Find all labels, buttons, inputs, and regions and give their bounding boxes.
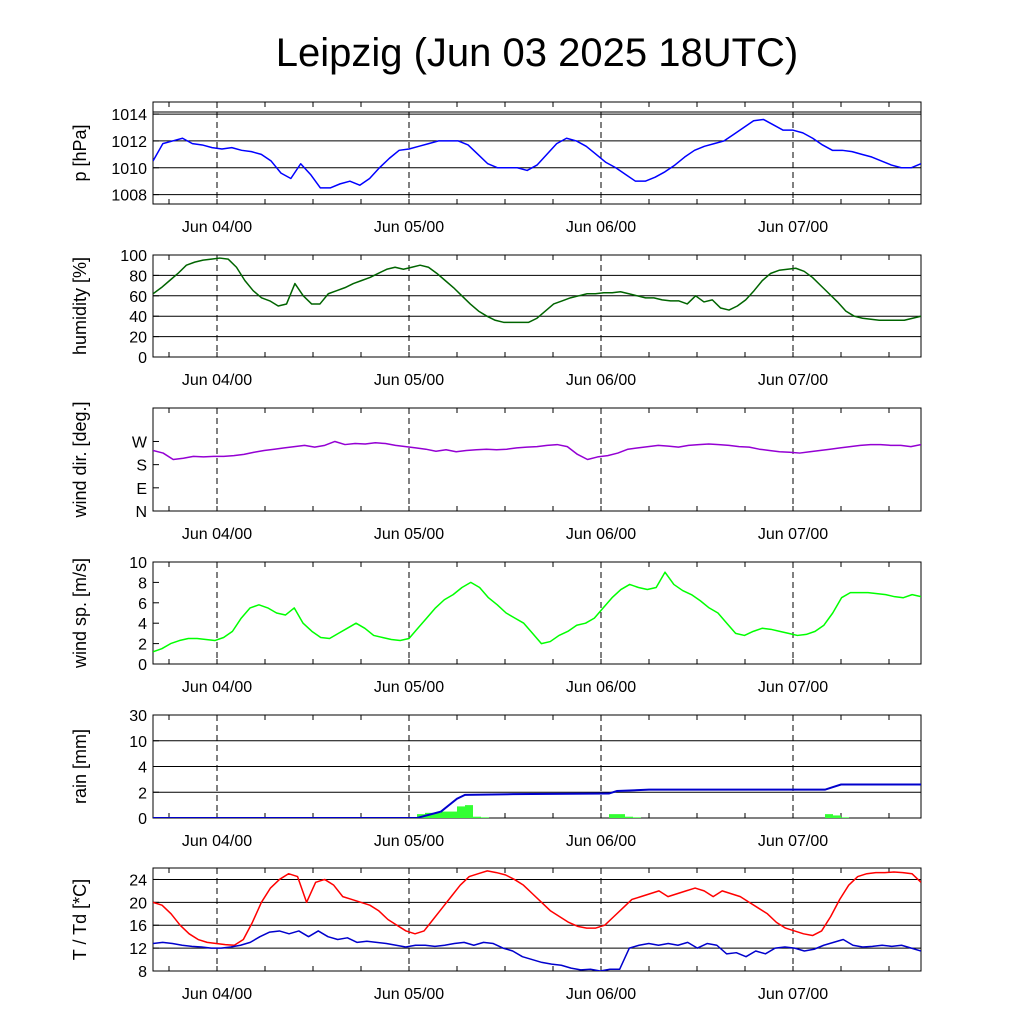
x-tick-label: Jun 07/00 xyxy=(758,372,828,389)
y-tick-label: 1014 xyxy=(111,107,147,124)
y-tick-label: 40 xyxy=(129,309,147,326)
plot-frame xyxy=(152,407,922,512)
y-tick-label: E xyxy=(136,481,147,498)
x-tick-label: Jun 06/00 xyxy=(566,219,636,236)
rain-bar xyxy=(833,815,841,818)
x-tick-label: Jun 04/00 xyxy=(182,679,252,696)
y-tick-label: 0 xyxy=(138,811,147,828)
plot-frame xyxy=(152,867,922,972)
y-tick-label: 8 xyxy=(138,964,147,981)
y-tick-label: 80 xyxy=(129,268,147,285)
x-tick-label: Jun 04/00 xyxy=(182,833,252,850)
rain-bar xyxy=(481,817,489,818)
panel-wind-speed: 0 2 4 6 8 10 Jun 04/00 Jun 05/00 Jun 06/00 Jun 07… xyxy=(70,555,922,696)
rain-bar xyxy=(617,814,625,818)
humidity-series-line xyxy=(153,257,921,324)
temperature-series-line xyxy=(153,870,921,946)
x-tick-label: Jun 04/00 xyxy=(182,526,252,543)
y-tick-label: 30 xyxy=(129,708,147,725)
x-tick-label: Jun 05/00 xyxy=(374,986,444,1003)
y-tick-label: 1008 xyxy=(111,188,147,205)
y-tick-label: 6 xyxy=(138,596,147,613)
x-tick-label: Jun 05/00 xyxy=(374,679,444,696)
y-tick-label: W xyxy=(132,434,148,451)
x-tick-label: Jun 05/00 xyxy=(374,219,444,236)
y-axis-label: p [hPa] xyxy=(70,124,90,181)
x-tick-label: Jun 05/00 xyxy=(374,526,444,543)
x-tick-label: Jun 05/00 xyxy=(374,372,444,389)
panel-temperature: 8 12 16 20 24 Jun 04/00 Jun 05/00 Jun 06/00 Jun … xyxy=(70,867,922,1003)
y-tick-label: 10 xyxy=(129,555,147,572)
y-tick-label: 2 xyxy=(138,785,147,802)
y-axis-label: rain [mm] xyxy=(70,729,90,804)
rain-bar xyxy=(625,816,633,818)
y-axis-label: wind dir. [deg.] xyxy=(70,401,90,518)
rain-bar xyxy=(449,811,457,818)
plot-frame xyxy=(152,254,922,358)
wind-direction-series-line xyxy=(153,440,921,461)
y-tick-label: 1012 xyxy=(111,134,147,151)
rain-bar xyxy=(825,814,833,818)
rain-bar xyxy=(633,817,641,818)
rain-bar xyxy=(841,817,849,818)
x-tick-label: Jun 06/00 xyxy=(566,679,636,696)
plot-frame xyxy=(152,561,922,665)
x-tick-label: Jun 07/00 xyxy=(758,219,828,236)
y-tick-label: 20 xyxy=(129,895,147,912)
panel-pressure: 1008 1010 1012 1014 Jun 04/00 Jun 05/00 Jun 06… xyxy=(70,101,922,236)
panel-rain: 0 2 4 10 30 Jun 04/00 Jun 05/00 Jun 06/00 Jun 07… xyxy=(70,708,922,850)
rain-bar xyxy=(457,806,465,818)
y-tick-label: 12 xyxy=(129,941,147,958)
rain-bar xyxy=(441,811,449,818)
dewpoint-series-line xyxy=(153,930,921,971)
y-tick-label: 8 xyxy=(138,575,147,592)
y-tick-label: 0 xyxy=(138,350,147,367)
x-tick-label: Jun 04/00 xyxy=(182,372,252,389)
panel-humidity: 0 20 40 60 80 100 Jun 04/00 Jun 05/00 Jun 06/00 J… xyxy=(70,248,922,389)
y-tick-label: 24 xyxy=(129,872,147,889)
y-tick-label: 4 xyxy=(138,760,147,777)
x-tick-label: Jun 04/00 xyxy=(182,986,252,1003)
rain-cumulative-line xyxy=(153,783,921,818)
x-tick-label: Jun 07/00 xyxy=(758,679,828,696)
plot-frame xyxy=(152,101,922,205)
rain-bar xyxy=(609,814,617,818)
x-tick-label: Jun 07/00 xyxy=(758,833,828,850)
chart-title: Leipzig (Jun 03 2025 18UTC) xyxy=(276,31,799,75)
x-tick-label: Jun 06/00 xyxy=(566,833,636,850)
y-tick-label: 4 xyxy=(138,616,147,633)
rain-bar xyxy=(433,812,441,818)
x-tick-label: Jun 06/00 xyxy=(566,526,636,543)
x-tick-label: Jun 04/00 xyxy=(182,219,252,236)
y-tick-label: 16 xyxy=(129,918,147,935)
wind-speed-series-line xyxy=(153,571,921,653)
x-tick-label: Jun 05/00 xyxy=(374,833,444,850)
y-tick-label: 1010 xyxy=(111,161,147,178)
y-tick-label: 0 xyxy=(138,657,147,674)
x-tick-label: Jun 07/00 xyxy=(758,526,828,543)
y-axis-label: humidity [%] xyxy=(70,257,90,355)
y-tick-label: N xyxy=(135,504,147,521)
x-tick-label: Jun 06/00 xyxy=(566,986,636,1003)
pressure-series-line xyxy=(153,118,921,189)
y-tick-label: 10 xyxy=(129,734,147,751)
y-tick-label: 60 xyxy=(129,289,147,306)
y-tick-label: 100 xyxy=(120,248,147,265)
y-tick-label: 20 xyxy=(129,330,147,347)
x-tick-label: Jun 06/00 xyxy=(566,372,636,389)
y-tick-label: 2 xyxy=(138,637,147,654)
rain-bar xyxy=(465,805,473,818)
y-axis-label: wind sp. [m/s] xyxy=(70,558,90,669)
y-tick-label: S xyxy=(136,458,147,475)
y-axis-label: T / Td [*C] xyxy=(70,879,90,960)
rain-bar xyxy=(473,816,481,818)
x-tick-label: Jun 07/00 xyxy=(758,986,828,1003)
